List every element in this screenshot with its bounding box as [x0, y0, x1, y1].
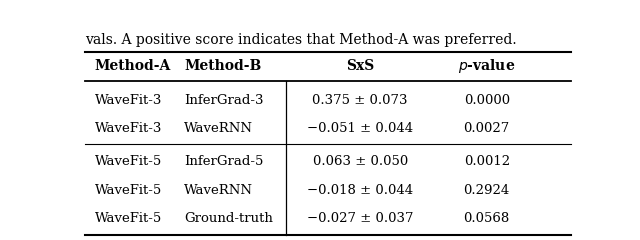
- Text: −0.027 ± 0.037: −0.027 ± 0.037: [307, 212, 413, 225]
- Text: 0.0568: 0.0568: [463, 212, 510, 225]
- Text: −0.018 ± 0.044: −0.018 ± 0.044: [307, 184, 413, 197]
- Text: WaveRNN: WaveRNN: [184, 184, 253, 197]
- Text: WaveFit-3: WaveFit-3: [95, 94, 163, 107]
- Text: InferGrad-5: InferGrad-5: [184, 155, 264, 168]
- Text: $\it{p}$-value: $\it{p}$-value: [458, 57, 515, 75]
- Text: 0.2924: 0.2924: [463, 184, 510, 197]
- Text: vals. A positive score indicates that Method-A was preferred.: vals. A positive score indicates that Me…: [85, 33, 516, 47]
- Text: Method-A: Method-A: [95, 59, 171, 73]
- Text: SxS: SxS: [346, 59, 374, 73]
- Text: InferGrad-3: InferGrad-3: [184, 94, 264, 107]
- Text: Ground-truth: Ground-truth: [184, 212, 273, 225]
- Text: WaveFit-5: WaveFit-5: [95, 184, 162, 197]
- Text: WaveFit-5: WaveFit-5: [95, 155, 162, 168]
- Text: 0.375 ± 0.073: 0.375 ± 0.073: [312, 94, 408, 107]
- Text: WaveFit-5: WaveFit-5: [95, 212, 162, 225]
- Text: −0.051 ± 0.044: −0.051 ± 0.044: [307, 122, 413, 135]
- Text: WaveFit-3: WaveFit-3: [95, 122, 163, 135]
- Text: 0.0012: 0.0012: [463, 155, 510, 168]
- Text: Method-B: Method-B: [184, 59, 261, 73]
- Text: WaveRNN: WaveRNN: [184, 122, 253, 135]
- Text: 0.063 ± 0.050: 0.063 ± 0.050: [312, 155, 408, 168]
- Text: 0.0027: 0.0027: [463, 122, 510, 135]
- Text: 0.0000: 0.0000: [463, 94, 510, 107]
